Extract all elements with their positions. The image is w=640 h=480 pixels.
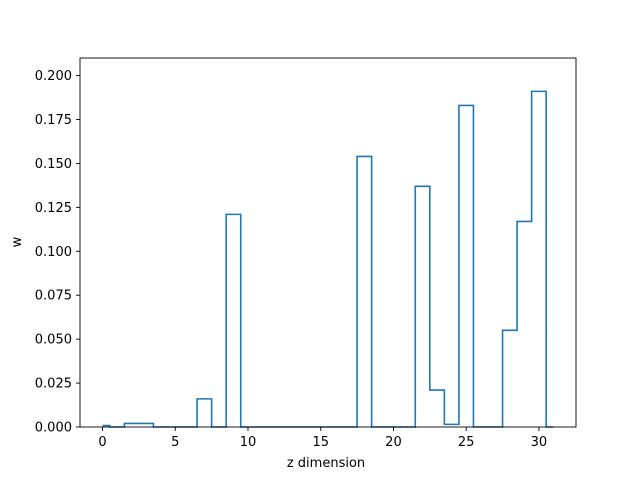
y-axis-label: w	[10, 236, 25, 247]
x-tick-label: 25	[458, 435, 475, 450]
y-tick-label: 0.000	[35, 421, 72, 436]
axes-frame	[79, 57, 577, 428]
y-tick-label: 0.125	[35, 201, 72, 216]
y-tick-label: 0.075	[35, 289, 72, 304]
x-axis-label: z dimension	[287, 456, 365, 471]
y-tick-label: 0.200	[35, 69, 72, 84]
axes: 0 5 10 15 20 25 30 0.000 0.025 0.050 0.075 0.100 0.1…	[35, 57, 577, 450]
y-tick-label: 0.175	[35, 113, 72, 128]
x-tick-label: 0	[98, 435, 106, 450]
x-tick-label: 20	[385, 435, 402, 450]
y-tick-label: 0.100	[35, 245, 72, 260]
x-tick-label: 15	[312, 435, 329, 450]
x-tick-label: 5	[171, 435, 179, 450]
x-tick-label: 30	[531, 435, 548, 450]
x-tick-label: 10	[240, 435, 257, 450]
y-tick-label: 0.150	[35, 157, 72, 172]
y-tick-label: 0.025	[35, 377, 72, 392]
y-tick-label: 0.050	[35, 333, 72, 348]
